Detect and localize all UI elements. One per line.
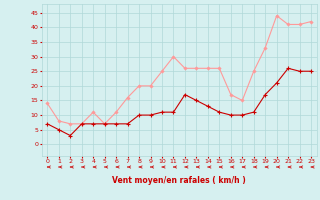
X-axis label: Vent moyen/en rafales ( km/h ): Vent moyen/en rafales ( km/h ) (112, 176, 246, 185)
